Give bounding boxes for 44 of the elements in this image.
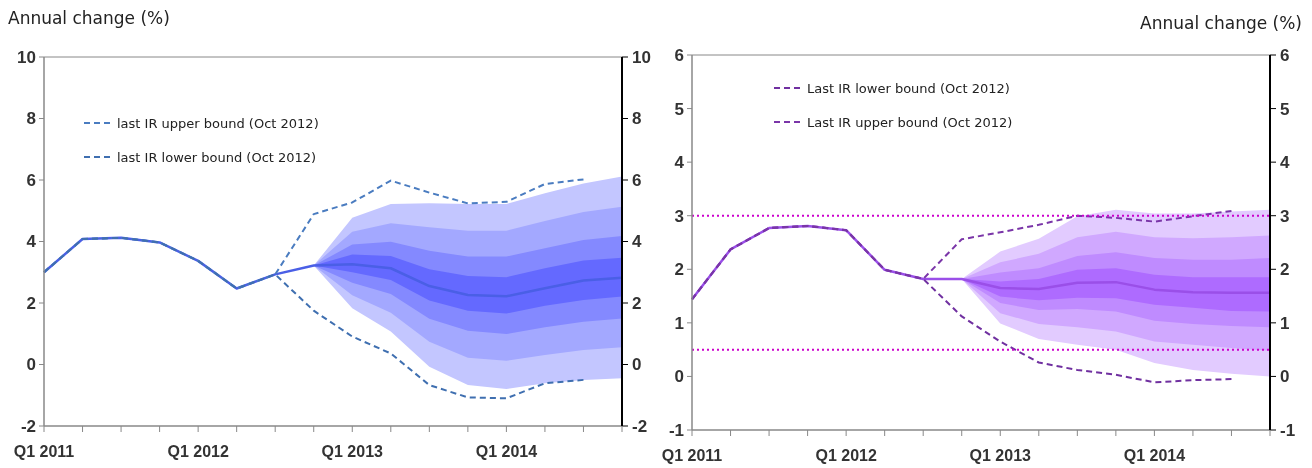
y2-tick-label: 1: [1280, 313, 1290, 333]
x-tick-label: Q1 2011: [661, 447, 723, 464]
y2-tick-label: 6: [632, 170, 642, 190]
y2-tick-label: 5: [1280, 99, 1290, 119]
legend-label: last IR lower bound (Oct 2012): [117, 149, 317, 165]
y-tick-label: 6: [26, 170, 36, 190]
x-tick-label: Q1 2011: [13, 443, 75, 460]
y-tick-label: 6: [674, 45, 684, 65]
y2-tick-label: 3: [1280, 206, 1290, 226]
x-tick-label: Q1 2014: [475, 443, 538, 460]
y2-tick-label: 2: [1280, 260, 1290, 280]
y-tick-label: 2: [674, 260, 684, 280]
x-tick-label: Q1 2013: [969, 447, 1032, 464]
y-tick-label: 4: [674, 153, 685, 173]
y-tick-label: 0: [674, 367, 684, 387]
y-tick-label: 8: [26, 109, 36, 129]
x-tick-label: Q1 2013: [321, 443, 384, 460]
legend-label: last IR upper bound (Oct 2012): [117, 115, 319, 131]
y-axis-title: Annual change (%): [8, 8, 170, 28]
y-tick-label: 2: [26, 293, 36, 313]
y-tick-label: 1: [674, 313, 684, 333]
y2-tick-label: 0: [1280, 367, 1290, 387]
legend-label: Last IR upper bound (Oct 2012): [807, 114, 1013, 130]
legend-label: Last IR lower bound (Oct 2012): [807, 80, 1010, 96]
y-tick-label: 5: [674, 99, 684, 119]
y-tick-label: -2: [20, 416, 36, 436]
y-tick-label: 3: [674, 206, 684, 226]
y2-tick-label: 0: [632, 355, 642, 375]
y2-tick-label: 4: [1280, 153, 1290, 173]
y-tick-label: 10: [17, 47, 36, 67]
y-tick-label: -1: [668, 420, 684, 440]
y2-tick-label: -2: [632, 416, 648, 436]
y2-tick-label: 4: [632, 232, 642, 252]
y2-tick-label: 8: [632, 109, 642, 129]
y2-tick-label: 6: [1280, 45, 1290, 65]
y2-tick-label: 10: [632, 47, 651, 67]
x-tick-label: Q1 2014: [1123, 447, 1186, 464]
y-tick-label: 4: [26, 232, 37, 252]
y-tick-label: 0: [26, 355, 36, 375]
x-tick-label: Q1 2012: [167, 443, 229, 460]
y2-axis-title: Annual change (%): [1140, 13, 1302, 33]
y2-tick-label: 2: [632, 293, 642, 313]
y2-tick-label: -1: [1280, 420, 1296, 440]
x-tick-label: Q1 2012: [815, 447, 877, 464]
